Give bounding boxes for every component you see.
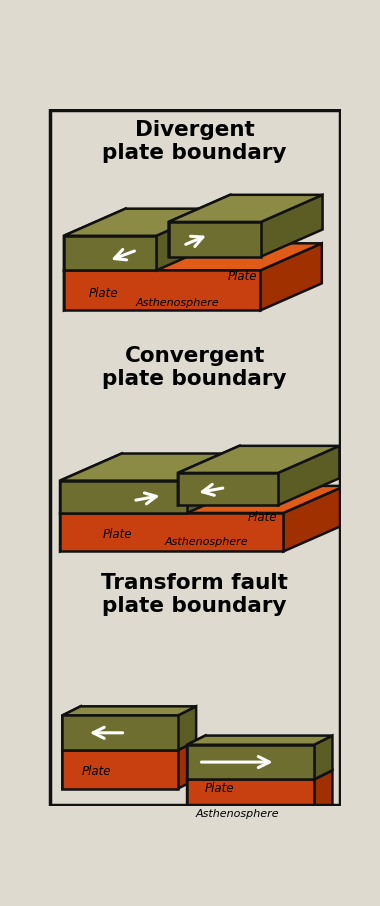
Text: Transform fault
plate boundary: Transform fault plate boundary <box>101 573 288 616</box>
Polygon shape <box>62 716 178 750</box>
Polygon shape <box>64 244 322 270</box>
Polygon shape <box>169 195 323 222</box>
Polygon shape <box>60 486 122 552</box>
Polygon shape <box>278 446 339 506</box>
Text: Plate: Plate <box>248 511 277 524</box>
Polygon shape <box>64 244 125 311</box>
Polygon shape <box>62 741 81 788</box>
Polygon shape <box>60 454 122 513</box>
Polygon shape <box>187 770 332 779</box>
Polygon shape <box>178 741 196 788</box>
Polygon shape <box>60 513 283 552</box>
Polygon shape <box>62 741 196 750</box>
Polygon shape <box>260 244 322 311</box>
Text: Plate: Plate <box>81 766 111 778</box>
Polygon shape <box>187 745 314 779</box>
Polygon shape <box>178 446 339 473</box>
Polygon shape <box>156 208 218 270</box>
Polygon shape <box>169 222 261 256</box>
Polygon shape <box>314 770 332 818</box>
Polygon shape <box>283 486 345 552</box>
Polygon shape <box>314 736 332 779</box>
Polygon shape <box>187 736 332 745</box>
Polygon shape <box>261 195 323 256</box>
Polygon shape <box>60 454 249 480</box>
Polygon shape <box>60 486 345 513</box>
Polygon shape <box>62 707 81 750</box>
Polygon shape <box>64 208 218 236</box>
Polygon shape <box>187 779 314 818</box>
Polygon shape <box>64 236 156 270</box>
Text: Plate: Plate <box>89 287 119 300</box>
Polygon shape <box>187 770 205 818</box>
Polygon shape <box>62 707 196 716</box>
Polygon shape <box>187 736 205 779</box>
Polygon shape <box>178 446 239 506</box>
Text: Plate: Plate <box>228 270 257 283</box>
Text: Plate: Plate <box>205 782 234 795</box>
Polygon shape <box>169 195 230 256</box>
Polygon shape <box>178 707 196 750</box>
Polygon shape <box>60 480 187 513</box>
Text: Asthenosphere: Asthenosphere <box>136 298 220 308</box>
Text: Asthenosphere: Asthenosphere <box>165 537 248 547</box>
Polygon shape <box>62 750 178 788</box>
Polygon shape <box>64 270 260 311</box>
Polygon shape <box>187 454 249 513</box>
Text: Plate: Plate <box>103 528 133 541</box>
Text: Divergent
plate boundary: Divergent plate boundary <box>103 120 287 163</box>
Polygon shape <box>64 208 125 270</box>
Polygon shape <box>178 473 278 506</box>
Text: Convergent
plate boundary: Convergent plate boundary <box>103 346 287 389</box>
Text: Asthenosphere: Asthenosphere <box>195 809 279 819</box>
